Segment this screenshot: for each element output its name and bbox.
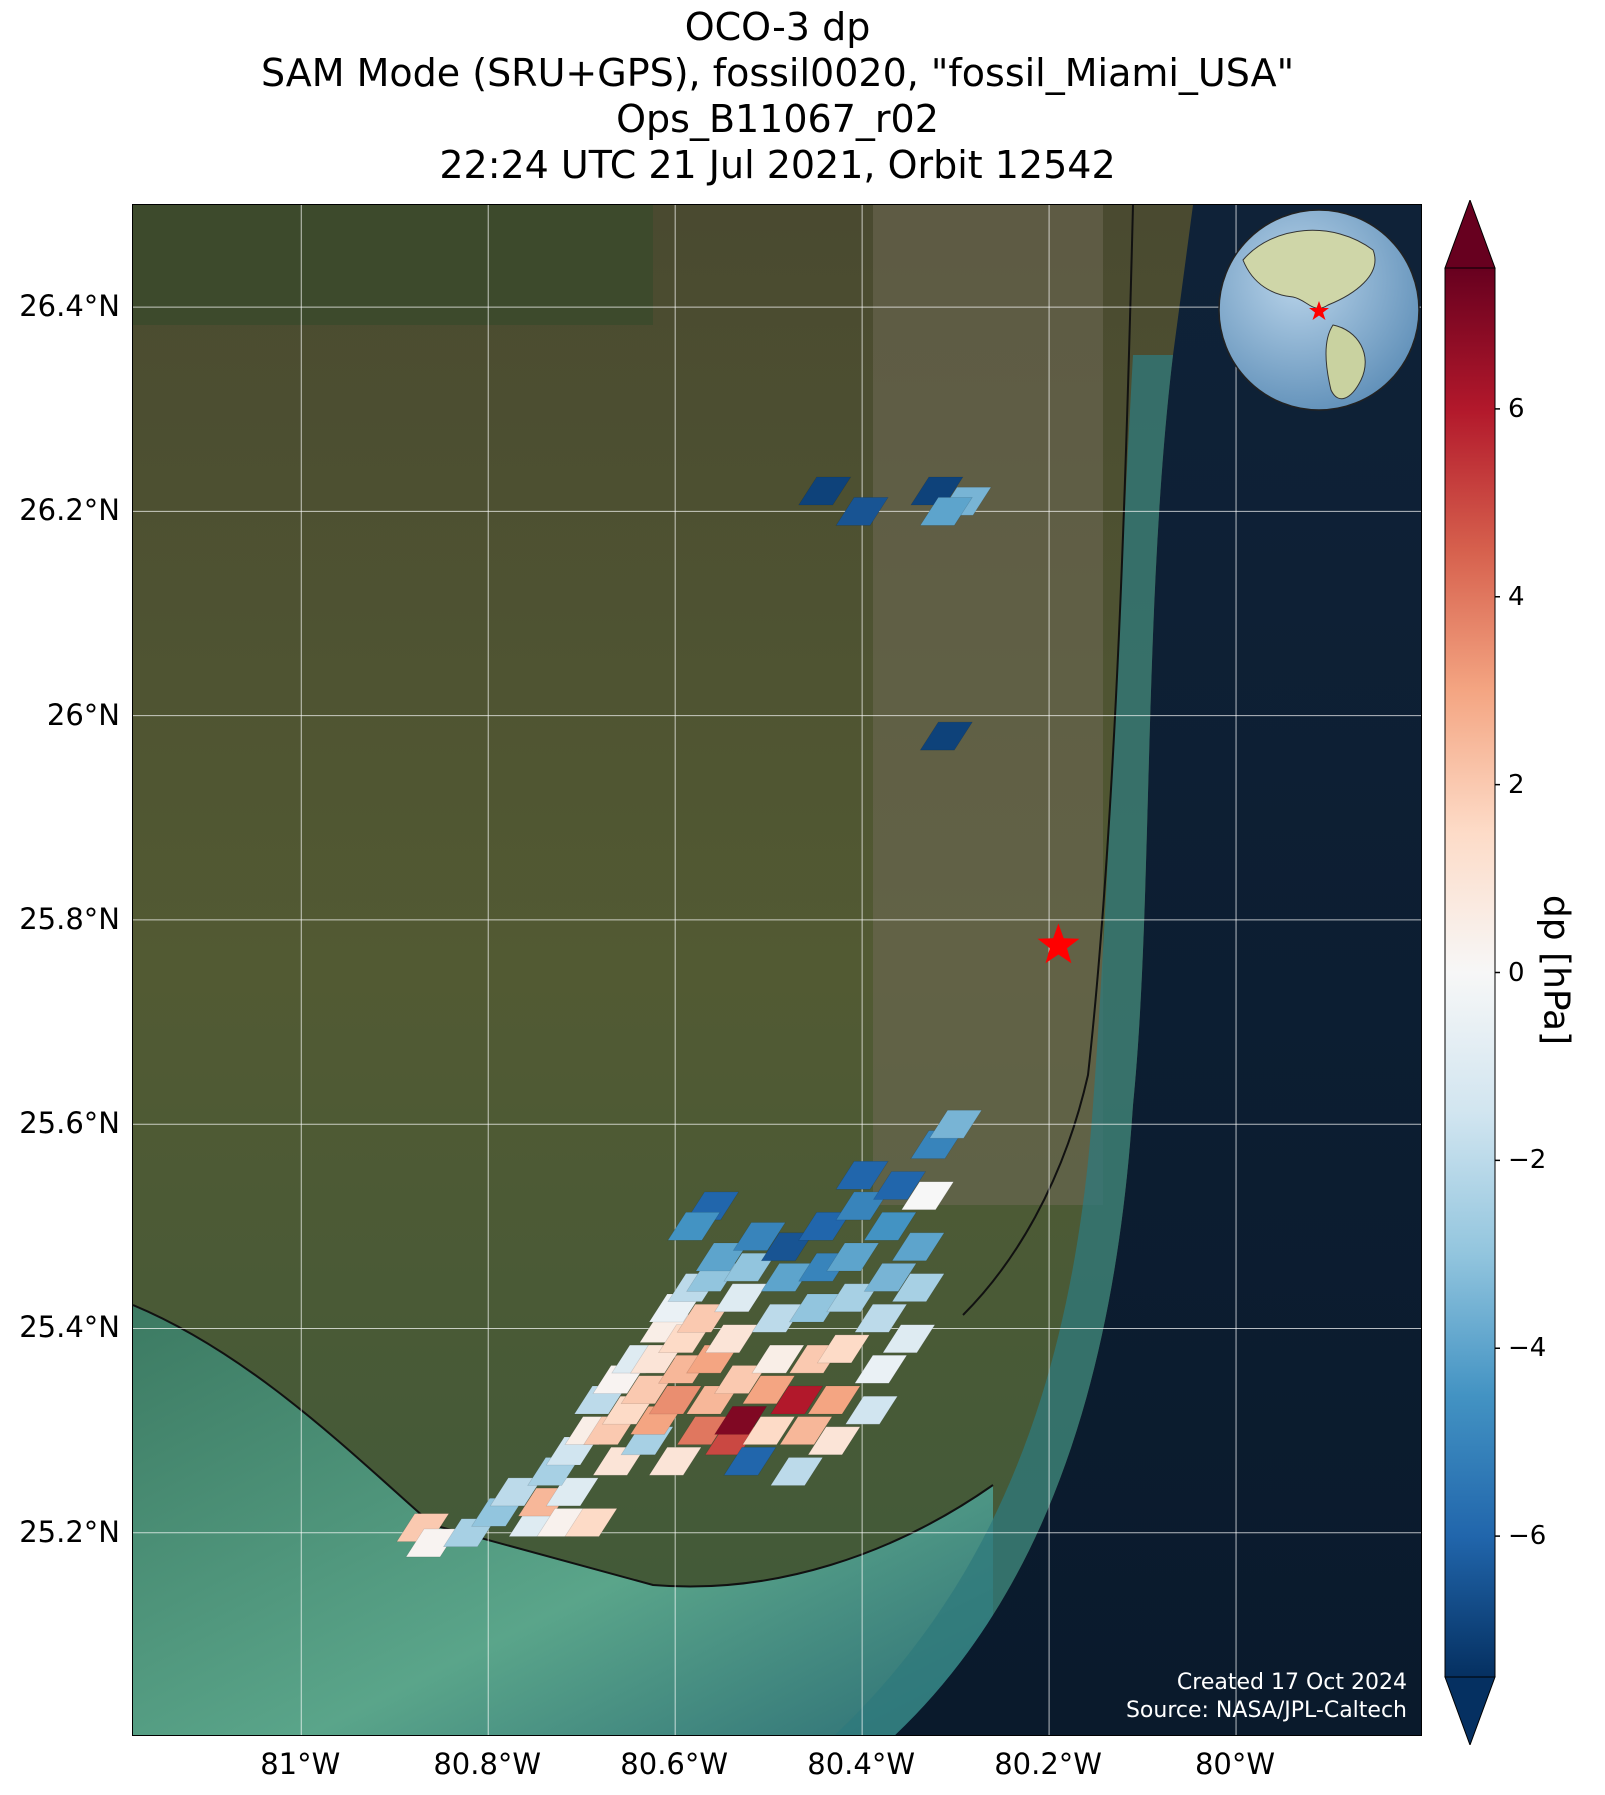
gridlines xyxy=(133,205,1421,1735)
sounding-footprint xyxy=(751,1344,805,1374)
colorbar-gradient xyxy=(1444,267,1496,1678)
sounding-footprint xyxy=(770,1385,824,1415)
sounding-footprint xyxy=(807,1426,861,1456)
sounding-footprint xyxy=(891,1232,945,1262)
sounding-footprint xyxy=(714,1283,768,1313)
colorbar-ticks xyxy=(1495,408,1500,1537)
sounding-footprint xyxy=(798,476,852,506)
colorbar-tick-label: −4 xyxy=(1508,1333,1547,1364)
lat-tick-label: 25.2°N xyxy=(19,1514,120,1549)
sounding-footprint xyxy=(929,1109,983,1139)
florida-bay xyxy=(133,1305,993,1735)
colorbar-tick-label: 0 xyxy=(1508,957,1525,988)
sounding-footprint xyxy=(835,497,889,526)
globe-target-star xyxy=(1309,301,1329,320)
target-layer xyxy=(1037,923,1080,964)
southern-coastline xyxy=(133,1304,994,1588)
sounding-footprint xyxy=(788,1293,842,1323)
sounding-footprint xyxy=(854,1355,908,1384)
urban-area xyxy=(873,205,1103,1205)
sounding-footprint xyxy=(882,1324,936,1353)
sounding-footprint xyxy=(835,1160,889,1190)
lon-tick-label: 80.6°W xyxy=(620,1747,729,1781)
colorbar-tick-label: 2 xyxy=(1508,769,1525,800)
sounding-footprint xyxy=(751,1304,805,1333)
colorbar-extend-top xyxy=(1444,200,1496,269)
sounding-footprint xyxy=(901,1181,955,1211)
colorbar-label: dp [hPa] xyxy=(1535,894,1577,1046)
sounding-footprint xyxy=(732,1222,786,1251)
coastline xyxy=(962,205,1134,1316)
sounding-footprint xyxy=(816,1334,870,1364)
sounding-footprint xyxy=(872,1171,927,1200)
sounding-footprint xyxy=(648,1446,702,1476)
sounding-footprint xyxy=(676,1416,730,1445)
biscayne-shelf xyxy=(835,355,1173,1735)
sounding-footprint xyxy=(742,1416,796,1445)
sounding-footprint xyxy=(770,1457,824,1486)
title-line-2: SAM Mode (SRU+GPS), fossil0020, "fossil_… xyxy=(260,51,1295,95)
lat-tick-label: 25.6°N xyxy=(19,1106,120,1141)
sounding-footprint xyxy=(760,1263,814,1292)
atlantic-ocean xyxy=(895,205,1421,1735)
sounding-footprint xyxy=(667,1211,721,1241)
title-line-1: OCO-3 dp xyxy=(684,5,871,49)
target-star-marker xyxy=(1037,923,1080,964)
colorbar-tick-label: 4 xyxy=(1508,581,1525,612)
satellite-basemap xyxy=(133,205,1421,1735)
title-line-3: Ops_B11067_r02 xyxy=(616,97,939,141)
title-line-4: 22:24 UTC 21 Jul 2021, Orbit 12542 xyxy=(439,143,1116,187)
lon-tick-label: 80.8°W xyxy=(433,1747,542,1781)
map-canvas[interactable] xyxy=(133,205,1422,1736)
agricultural-area xyxy=(133,205,653,325)
sounding-footprint xyxy=(891,1273,945,1302)
colorbar-tick-label: −2 xyxy=(1508,1145,1547,1176)
lat-tick-label: 25.4°N xyxy=(19,1310,120,1345)
map-panel[interactable]: Created 17 Oct 2024 Source: NASA/JPL-Cal… xyxy=(132,204,1422,1736)
lat-tick-label: 25.8°N xyxy=(19,901,120,936)
sounding-footprint xyxy=(545,1477,599,1507)
sounding-footprint xyxy=(854,1304,908,1333)
lat-tick-label: 26.4°N xyxy=(19,289,120,324)
sounding-footprint xyxy=(723,1446,777,1476)
inset-globe xyxy=(1218,209,1420,411)
sounding-footprint xyxy=(826,1242,880,1272)
colorbar-extend-bottom xyxy=(1444,1676,1496,1745)
credits: Created 17 Oct 2024 Source: NASA/JPL-Cal… xyxy=(1126,1669,1407,1725)
sounding-footprint xyxy=(807,1385,861,1415)
sounding-footprint xyxy=(844,1395,899,1425)
plot-title: OCO-3 dp SAM Mode (SRU+GPS), fossil0020,… xyxy=(0,4,1555,188)
lat-tick-label: 26.2°N xyxy=(19,493,120,528)
lat-tick-label: 26°N xyxy=(46,697,120,732)
sounding-footprint xyxy=(779,1416,833,1445)
colorbar xyxy=(1444,200,1500,1745)
sounding-footprint xyxy=(742,1375,796,1404)
sounding-footprint xyxy=(919,721,973,751)
colorbar-tick-label: 6 xyxy=(1508,393,1525,424)
lon-tick-label: 81°W xyxy=(260,1747,341,1781)
lon-tick-label: 80.2°W xyxy=(994,1747,1102,1781)
sounding-footprint xyxy=(919,497,973,526)
sounding-footprint xyxy=(648,1385,702,1415)
sounding-footprint xyxy=(564,1508,618,1537)
globe-south-america xyxy=(1325,324,1366,400)
sounding-footprint xyxy=(704,1324,758,1353)
globe-north-america xyxy=(1242,229,1376,309)
data-source: Source: NASA/JPL-Caltech xyxy=(1125,1698,1407,1723)
lon-tick-label: 80.4°W xyxy=(807,1747,915,1781)
colorbar-tick-label: −6 xyxy=(1508,1521,1547,1552)
lon-tick-label: 80°W xyxy=(1194,1747,1276,1781)
sounding-footprint xyxy=(714,1406,768,1435)
sounding-footprint xyxy=(405,1528,459,1558)
sounding-footprint xyxy=(863,1263,917,1292)
created-date: Created 17 Oct 2024 xyxy=(1176,1670,1407,1695)
sounding-footprint xyxy=(863,1211,917,1241)
sounding-layer xyxy=(396,476,992,1558)
